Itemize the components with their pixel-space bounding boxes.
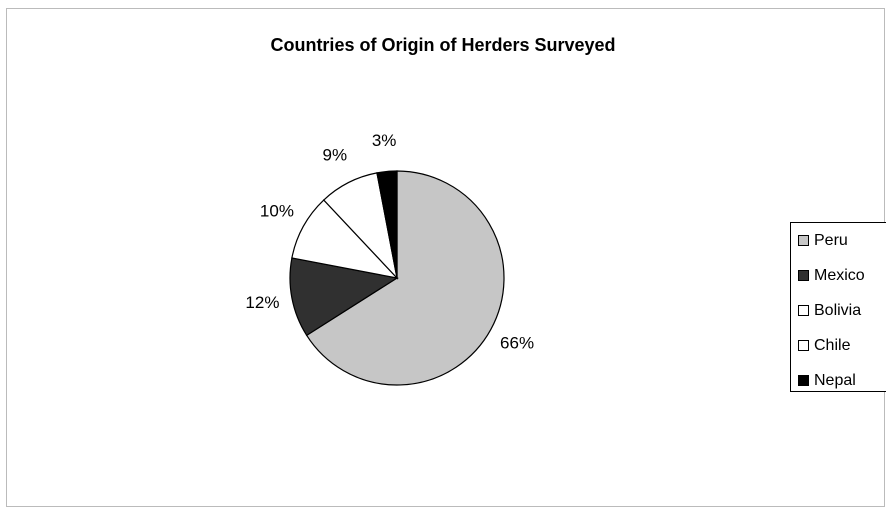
data-label: 3% (372, 131, 397, 150)
legend-label: Mexico (814, 267, 865, 284)
legend-swatch (798, 270, 809, 281)
legend-swatch (798, 235, 809, 246)
legend-label: Nepal (814, 372, 856, 389)
legend-swatch (798, 375, 809, 386)
legend-label: Bolivia (814, 302, 861, 319)
data-label: 66% (500, 333, 534, 352)
data-label: 10% (260, 201, 294, 220)
pie-slice (289, 257, 399, 337)
data-label: 9% (323, 145, 348, 164)
legend-label: Chile (814, 337, 851, 354)
pie-slice (305, 170, 505, 386)
data-label: 12% (245, 293, 279, 312)
legend-swatch (798, 305, 809, 316)
chart-title: Countries of Origin of Herders Surveyed (270, 35, 615, 55)
legend-label: Peru (814, 232, 848, 249)
legend-swatch (798, 340, 809, 351)
pie-slice (376, 170, 398, 279)
